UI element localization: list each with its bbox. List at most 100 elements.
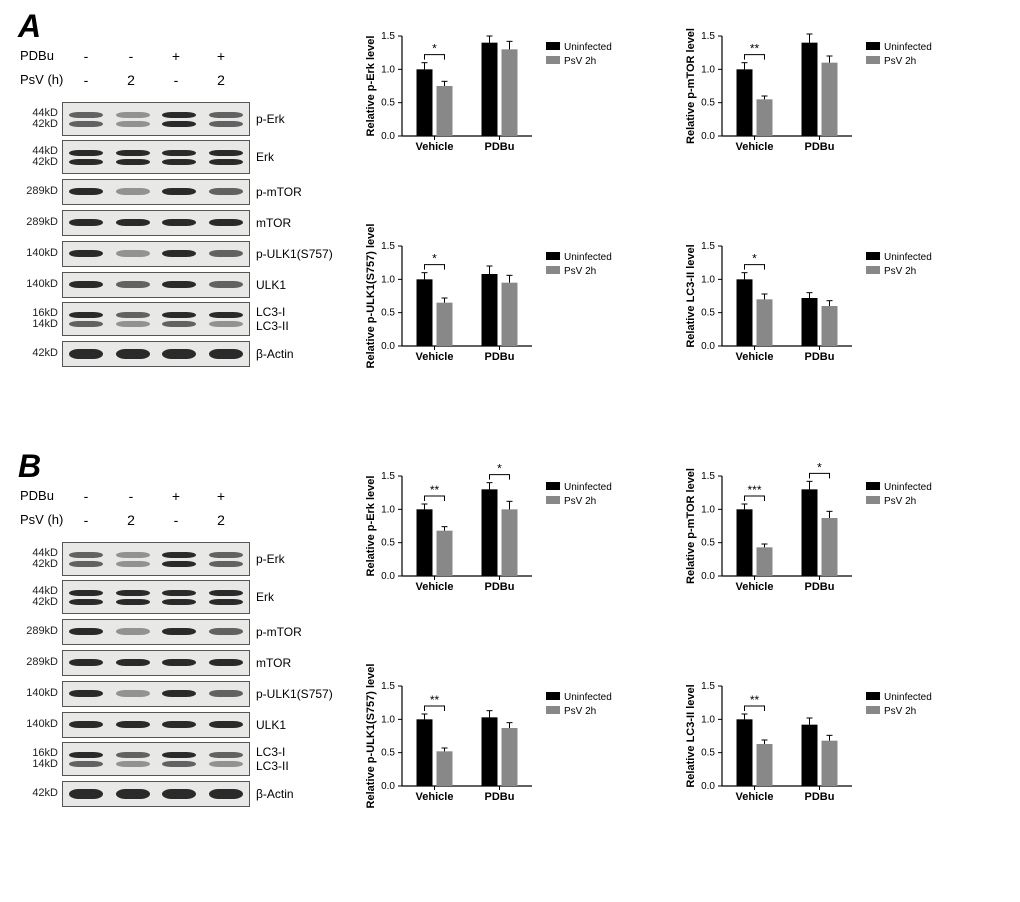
cond-row1-label: PDBu <box>20 488 54 503</box>
blot-label: ULK1 <box>256 278 286 292</box>
blot-row: 140kD ULK1 <box>20 709 340 740</box>
blot-row: 140kD p-ULK1(S757) <box>20 238 340 269</box>
svg-text:**: ** <box>430 483 440 497</box>
blot-label: LC3-ILC3-II <box>256 745 289 773</box>
band-box <box>62 241 250 267</box>
blot-label: β-Actin <box>256 787 294 801</box>
cond-row1-val: - <box>75 48 97 64</box>
svg-text:1.0: 1.0 <box>701 504 715 515</box>
svg-text:Relative LC3-II level: Relative LC3-II level <box>685 244 697 347</box>
panel-B-label: B <box>18 448 41 485</box>
svg-text:PsV 2h: PsV 2h <box>884 706 916 717</box>
svg-text:Vehicle: Vehicle <box>416 791 454 803</box>
svg-text:PsV 2h: PsV 2h <box>884 56 916 67</box>
svg-text:1.0: 1.0 <box>381 64 395 75</box>
svg-text:Vehicle: Vehicle <box>416 351 454 363</box>
svg-text:Relative LC3-II level: Relative LC3-II level <box>685 684 697 787</box>
cond-row1-val: + <box>165 488 187 504</box>
band-box <box>62 341 250 367</box>
svg-text:Vehicle: Vehicle <box>736 791 774 803</box>
band-box <box>62 650 250 676</box>
svg-text:1.0: 1.0 <box>701 64 715 75</box>
blot-row: 44kD42kDp-Erk <box>20 540 340 578</box>
svg-text:PsV 2h: PsV 2h <box>564 56 596 67</box>
svg-text:0.5: 0.5 <box>701 748 715 759</box>
svg-text:0.5: 0.5 <box>381 538 395 549</box>
svg-text:Uninfected: Uninfected <box>564 252 612 263</box>
band-box <box>62 781 250 807</box>
svg-text:1.5: 1.5 <box>701 31 715 42</box>
cond-row2-label: PsV (h) <box>20 72 63 87</box>
blot-row: 16kD14kDLC3-ILC3-II <box>20 740 340 778</box>
svg-text:0.5: 0.5 <box>381 98 395 109</box>
bar-chart: 0.00.51.01.5VehiclePDBu**Relative p-ULK1… <box>360 670 660 850</box>
cond-row1-val: + <box>210 48 232 64</box>
band-box <box>62 619 250 645</box>
band-box <box>62 179 250 205</box>
svg-text:Uninfected: Uninfected <box>564 42 612 53</box>
blot-row: 44kD42kDErk <box>20 138 340 176</box>
cond-row2-val: - <box>165 512 187 528</box>
svg-text:0.0: 0.0 <box>381 341 395 352</box>
svg-text:1.5: 1.5 <box>701 471 715 482</box>
blot-label: p-mTOR <box>256 625 302 639</box>
svg-text:Vehicle: Vehicle <box>416 141 454 153</box>
cond-row1-val: - <box>120 48 142 64</box>
blot-label: ULK1 <box>256 718 286 732</box>
svg-text:Uninfected: Uninfected <box>884 42 932 53</box>
svg-text:0.0: 0.0 <box>381 131 395 142</box>
svg-text:*: * <box>752 252 757 266</box>
bar-chart-svg: 0.00.51.01.5VehiclePDBu**Relative LC3-II… <box>680 670 970 810</box>
panel-B-charts: 0.0 0.5 1.0 1.5 Vehicle PDBu *** Relative p-Erk… <box>360 460 1000 880</box>
svg-text:Relative p-ULK1(S757) level: Relative p-ULK1(S757) level <box>365 664 377 809</box>
svg-text:PDBu: PDBu <box>485 141 515 153</box>
blot-label: p-ULK1(S757) <box>256 247 333 261</box>
svg-text:PsV 2h: PsV 2h <box>884 496 916 507</box>
svg-text:1.5: 1.5 <box>381 681 395 692</box>
bar-chart: 0.00.51.01.5VehiclePDBu****Relative p-mT… <box>680 460 980 640</box>
svg-text:0.5: 0.5 <box>701 98 715 109</box>
mw-label: 140kD <box>20 248 62 259</box>
blot-label: Erk <box>256 590 274 604</box>
panel-A: A PDBu--++PsV (h)-2-244kD42kDp-Erk44kD42… <box>0 0 1020 440</box>
svg-text:***: *** <box>747 483 761 497</box>
svg-text:0.5: 0.5 <box>381 308 395 319</box>
svg-text:Uninfected: Uninfected <box>884 252 932 263</box>
svg-text:Vehicle: Vehicle <box>416 581 454 593</box>
bar-chart-svg: 0.00.51.01.5VehiclePDBu**Relative p-ULK1… <box>360 670 650 810</box>
svg-text:0.0: 0.0 <box>381 781 395 792</box>
band-box <box>62 210 250 236</box>
band-box <box>62 272 250 298</box>
bar-chart-svg: 0.00.51.01.5VehiclePDBu**Relative p-mTOR… <box>680 20 970 160</box>
panel-A-charts: 0.0 0.5 1.0 1.5 Vehicle PDBu * Relative p-Erk l… <box>360 20 1000 440</box>
svg-text:PDBu: PDBu <box>485 581 515 593</box>
mw-label: 289kD <box>20 657 62 668</box>
blot-label: mTOR <box>256 656 291 670</box>
blot-row: 140kDULK1 <box>20 269 340 300</box>
svg-text:1.0: 1.0 <box>381 714 395 725</box>
svg-text:PsV 2h: PsV 2h <box>884 266 916 277</box>
svg-text:Relative p-Erk level: Relative p-Erk level <box>365 476 377 577</box>
blot-row: 289kD mTOR <box>20 647 340 678</box>
bar-chart: 0.00.51.01.5VehiclePDBu*Relative p-ULK1(… <box>360 230 660 410</box>
panel-A-blots: PDBu--++PsV (h)-2-244kD42kDp-Erk44kD42kD… <box>20 48 340 369</box>
svg-text:Relative p-ULK1(S757) level: Relative p-ULK1(S757) level <box>365 224 377 369</box>
band-box <box>62 580 250 614</box>
cond-row2-val: 2 <box>210 72 232 88</box>
mw-label: 289kD <box>20 626 62 637</box>
cond-row1-label: PDBu <box>20 48 54 63</box>
mw-label: 16kD14kD <box>20 308 62 330</box>
bar-chart: 0.00.51.01.5VehiclePDBu**Relative p-mTOR… <box>680 20 980 200</box>
mw-label: 140kD <box>20 719 62 730</box>
bar-chart: 0.00.51.01.5VehiclePDBu*Relative p-Erk l… <box>360 20 660 200</box>
cond-row2-label: PsV (h) <box>20 512 63 527</box>
svg-text:Relative p-Erk level: Relative p-Erk level <box>365 36 377 137</box>
svg-text:Vehicle: Vehicle <box>736 351 774 363</box>
svg-text:1.5: 1.5 <box>381 471 395 482</box>
svg-text:0.5: 0.5 <box>701 538 715 549</box>
mw-label: 42kD <box>20 788 62 799</box>
bar-chart-svg: 0.00.51.01.5VehiclePDBu****Relative p-mT… <box>680 460 970 600</box>
bar-chart: 0.00.51.01.5VehiclePDBu**Relative LC3-II… <box>680 670 980 850</box>
svg-text:*: * <box>432 42 437 56</box>
cond-row1-val: - <box>120 488 142 504</box>
